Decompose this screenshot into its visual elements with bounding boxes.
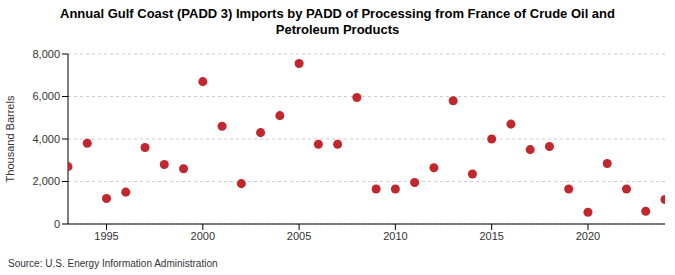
svg-text:2,000: 2,000 — [32, 175, 60, 187]
html-text:Annual Gulf Coast (PADD 3) Imp: Annual Gulf Coast (PADD 3) Imports by PA… — [60, 6, 615, 37]
svg-text:0: 0 — [54, 218, 60, 230]
svg-text:2020: 2020 — [576, 230, 600, 242]
svg-text:Thousand Barrels: Thousand Barrels — [8, 95, 16, 182]
svg-text:2005: 2005 — [287, 230, 311, 242]
svg-text:6,000: 6,000 — [32, 90, 60, 102]
svg-text:4,000: 4,000 — [32, 133, 60, 145]
svg-text:2000: 2000 — [191, 230, 215, 242]
svg-text:1995: 1995 — [94, 230, 118, 242]
html-text:Source: U.S. Energy Informatio: Source: U.S. Energy Information Administ… — [8, 258, 218, 269]
svg-text:2015: 2015 — [479, 230, 503, 242]
svg-text:8,000: 8,000 — [32, 48, 60, 60]
svg-text:2010: 2010 — [383, 230, 407, 242]
